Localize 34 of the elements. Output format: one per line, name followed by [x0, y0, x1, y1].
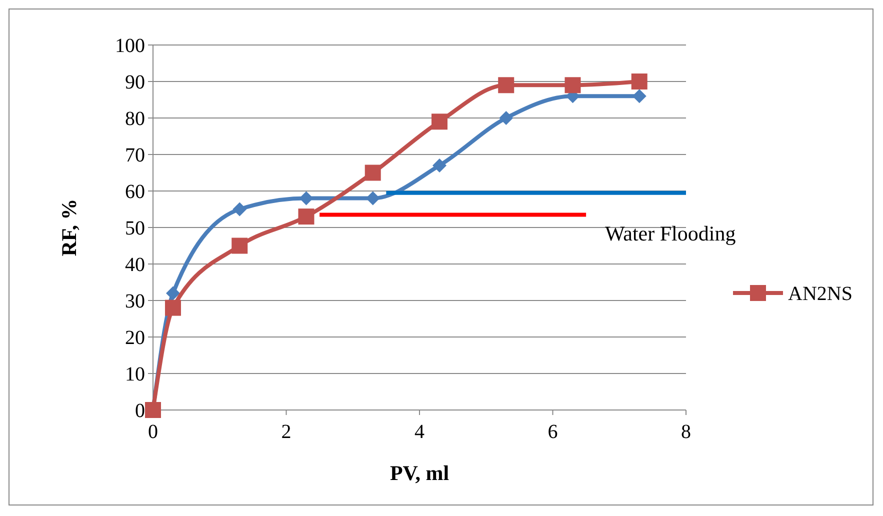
y-tick-label: 30 [125, 290, 145, 312]
x-tick-label: 6 [548, 421, 558, 443]
point [232, 238, 248, 254]
y-tick-label: 10 [125, 364, 145, 386]
y-axis-title: RF, % [57, 198, 81, 256]
y-tick-label: 100 [115, 35, 145, 57]
point [298, 208, 314, 225]
x-tick-label: 4 [414, 421, 424, 443]
y-tick-label: 50 [125, 218, 145, 240]
y-tick-label: 20 [125, 327, 145, 349]
y-tick-label: 80 [125, 108, 145, 130]
point [299, 191, 314, 206]
point [432, 158, 446, 172]
point [632, 89, 646, 104]
point [366, 191, 380, 206]
point [166, 286, 180, 300]
point [631, 74, 648, 90]
point [232, 202, 247, 216]
y-tick-label: 70 [125, 144, 145, 166]
y-tick-label: 40 [125, 254, 145, 276]
annotation: Water Flooding [605, 221, 736, 246]
point [164, 300, 181, 316]
point [498, 77, 514, 94]
y-tick-label: 60 [125, 181, 145, 203]
x-tick-label: 2 [281, 421, 292, 443]
point [564, 77, 581, 94]
x-axis-title: PV, ml [390, 461, 450, 485]
y-tick-label: 0 [135, 400, 145, 422]
point [499, 111, 514, 125]
x-tick-label: 8 [681, 421, 691, 443]
legend-label: AN2NS [788, 283, 852, 305]
point [431, 114, 448, 130]
point [364, 164, 381, 181]
y-tick-label: 90 [125, 72, 145, 94]
